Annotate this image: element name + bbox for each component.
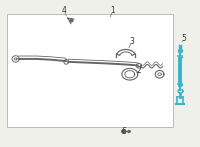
Text: 4: 4 bbox=[62, 6, 67, 15]
Text: 5: 5 bbox=[181, 34, 186, 43]
Text: 3: 3 bbox=[129, 37, 134, 46]
Text: 1: 1 bbox=[111, 6, 115, 15]
Text: 6: 6 bbox=[121, 127, 126, 136]
Text: 2: 2 bbox=[136, 66, 141, 75]
Bar bbox=[7, 14, 173, 127]
